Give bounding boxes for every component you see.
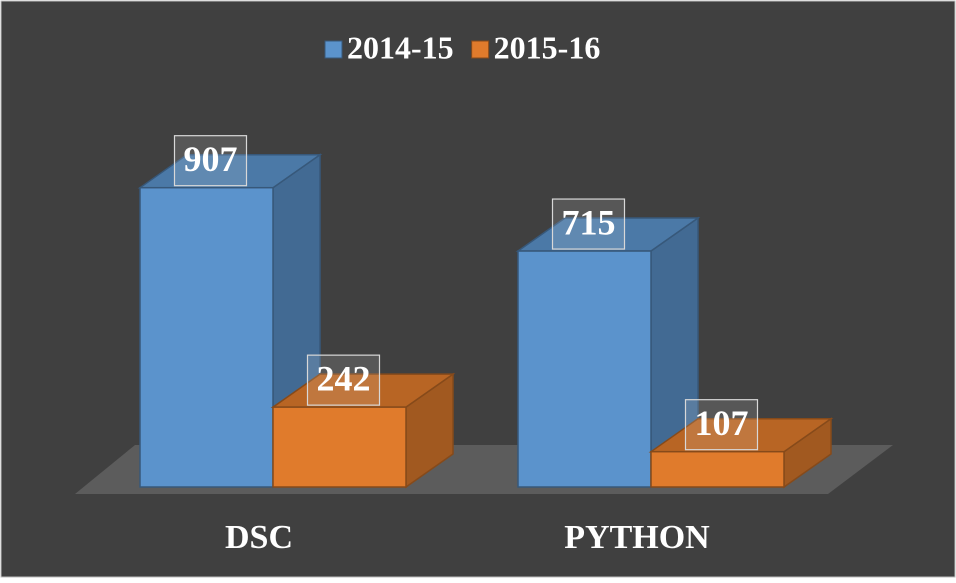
data-label-box — [551, 198, 626, 250]
data-label: 715 — [562, 202, 616, 242]
bar — [650, 450, 785, 488]
bar — [272, 406, 407, 488]
data-label-box — [306, 354, 381, 406]
x-tick-label: DSC — [225, 519, 293, 556]
bar — [517, 250, 652, 488]
data-label: 907 — [184, 139, 238, 179]
data-label: 107 — [695, 403, 749, 443]
legend-label: 2014-15 — [347, 29, 454, 65]
legend-swatch — [471, 40, 490, 59]
bar — [139, 186, 274, 488]
legend-label: 2015-16 — [494, 29, 601, 65]
legend-swatch — [324, 40, 343, 59]
data-label-box — [173, 135, 248, 187]
data-label-box — [684, 399, 759, 451]
x-tick-label: PYTHON — [564, 519, 710, 556]
data-label: 242 — [317, 358, 371, 398]
